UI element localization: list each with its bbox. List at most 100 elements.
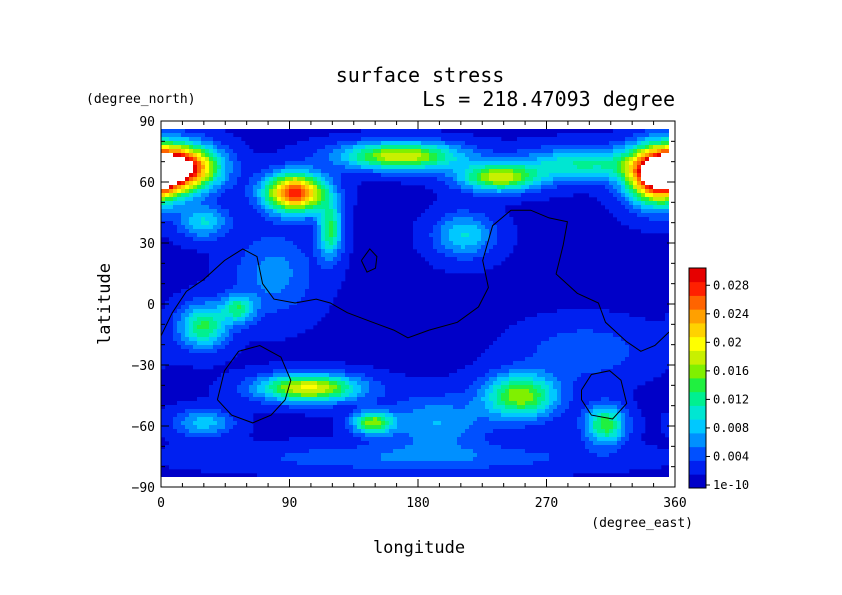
heatmap-cell — [217, 169, 222, 174]
heatmap-cell — [641, 157, 646, 162]
heatmap-cell — [365, 153, 370, 158]
heatmap-cell — [621, 217, 626, 222]
heatmap-cell — [353, 197, 358, 202]
heatmap-cell — [585, 185, 590, 190]
heatmap-cell — [265, 313, 270, 318]
heatmap-cell — [545, 169, 550, 174]
heatmap-cell — [533, 357, 538, 362]
heatmap-cell — [273, 241, 278, 246]
heatmap-cell — [541, 141, 546, 146]
heatmap-cell — [269, 229, 274, 234]
heatmap-cell — [501, 341, 506, 346]
heatmap-cell — [621, 173, 626, 178]
heatmap-cell — [657, 229, 662, 234]
heatmap-cell — [221, 269, 226, 274]
heatmap-cell — [641, 181, 646, 186]
heatmap-cell — [221, 149, 226, 154]
heatmap-cell — [193, 129, 198, 134]
heatmap-cell — [649, 129, 654, 134]
heatmap-cell — [161, 217, 166, 222]
heatmap-cell — [505, 153, 510, 158]
heatmap-cell — [465, 229, 470, 234]
heatmap-cell — [461, 217, 466, 222]
heatmap-cell — [613, 333, 618, 338]
heatmap-cell — [217, 257, 222, 262]
heatmap-cell — [261, 201, 266, 206]
heatmap-cell — [613, 321, 618, 326]
heatmap-cell — [329, 193, 334, 198]
heatmap-cell — [253, 189, 258, 194]
heatmap-cell — [513, 229, 518, 234]
heatmap-cell — [453, 185, 458, 190]
heatmap-cell — [533, 373, 538, 378]
heatmap-cell — [221, 133, 226, 138]
heatmap-cell — [369, 377, 374, 382]
heatmap-cell — [169, 297, 174, 302]
heatmap-cell — [453, 241, 458, 246]
heatmap-cell — [185, 145, 190, 150]
heatmap-cell — [161, 197, 166, 202]
heatmap-cell — [285, 165, 290, 170]
heatmap-cell — [161, 317, 166, 322]
heatmap-cell — [333, 265, 338, 270]
heatmap-cell — [341, 205, 346, 210]
heatmap-cell — [565, 365, 570, 370]
heatmap-cell — [557, 157, 562, 162]
heatmap-cell — [489, 157, 494, 162]
heatmap-cell — [229, 233, 234, 238]
heatmap-cell — [273, 373, 278, 378]
heatmap-cell — [209, 317, 214, 322]
heatmap-cell — [553, 345, 558, 350]
heatmap-cell — [449, 197, 454, 202]
heatmap-cell — [453, 249, 458, 254]
heatmap-cell — [597, 177, 602, 182]
heatmap-cell — [213, 273, 218, 278]
heatmap-cell — [173, 241, 178, 246]
heatmap-cell — [249, 337, 254, 342]
heatmap-cell — [365, 177, 370, 182]
heatmap-cell — [561, 157, 566, 162]
heatmap-cell — [193, 141, 198, 146]
heatmap-cell — [625, 329, 630, 334]
heatmap-cell — [321, 361, 326, 366]
heatmap-cell — [285, 285, 290, 290]
heatmap-cell — [185, 221, 190, 226]
heatmap-cell — [249, 249, 254, 254]
heatmap-cell — [561, 173, 566, 178]
heatmap-cell — [265, 289, 270, 294]
heatmap-cell — [349, 137, 354, 142]
heatmap-cell — [325, 181, 330, 186]
heatmap-cell — [629, 197, 634, 202]
heatmap-cell — [449, 157, 454, 162]
heatmap-cell — [345, 225, 350, 230]
heatmap-cell — [205, 157, 210, 162]
heatmap-cell — [605, 365, 610, 370]
heatmap-cell — [233, 297, 238, 302]
heatmap-cell — [573, 153, 578, 158]
heatmap-cell — [561, 349, 566, 354]
heatmap-cell — [177, 241, 182, 246]
heatmap-cell — [305, 233, 310, 238]
heatmap-cell — [177, 345, 182, 350]
heatmap-cell — [213, 137, 218, 142]
heatmap-cell — [433, 241, 438, 246]
heatmap-cell — [569, 189, 574, 194]
heatmap-cell — [461, 377, 466, 382]
heatmap-cell — [165, 353, 170, 358]
heatmap-cell — [581, 157, 586, 162]
heatmap-cell — [301, 181, 306, 186]
heatmap-cell — [185, 161, 190, 166]
heatmap-cell — [281, 321, 286, 326]
heatmap-cell — [197, 329, 202, 334]
heatmap-cell — [513, 333, 518, 338]
heatmap-cell — [233, 353, 238, 358]
heatmap-cell — [329, 361, 334, 366]
heatmap-cell — [417, 129, 422, 134]
heatmap-cell — [621, 141, 626, 146]
heatmap-cell — [353, 189, 358, 194]
heatmap-cell — [233, 193, 238, 198]
heatmap-cell — [325, 297, 330, 302]
heatmap-cell — [465, 221, 470, 226]
heatmap-cell — [177, 317, 182, 322]
heatmap-cell — [569, 149, 574, 154]
